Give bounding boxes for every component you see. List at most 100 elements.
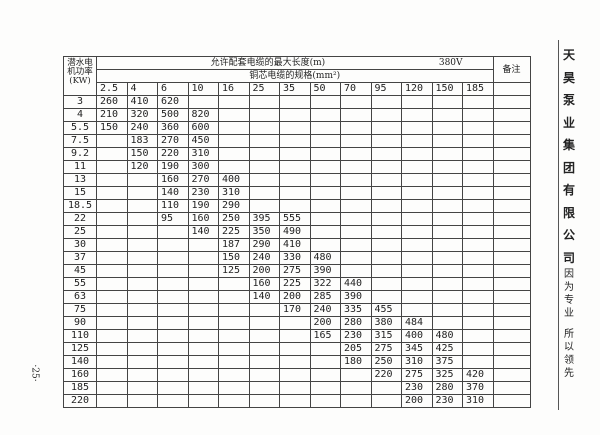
length-cell: 360 bbox=[157, 121, 189, 135]
kw-cell: 37 bbox=[63, 251, 97, 265]
length-cell bbox=[462, 316, 494, 330]
size-header: 4 bbox=[126, 82, 158, 96]
length-cell: 200 bbox=[248, 264, 280, 278]
length-cell bbox=[96, 368, 128, 382]
length-cell bbox=[126, 264, 158, 278]
length-cell bbox=[218, 290, 250, 304]
length-cell bbox=[309, 381, 341, 395]
length-cell bbox=[187, 316, 219, 330]
length-cell bbox=[248, 199, 280, 213]
table-row: 185 230 280 370 bbox=[63, 381, 531, 395]
length-cell bbox=[187, 251, 219, 265]
length-cell bbox=[462, 199, 494, 213]
length-cell bbox=[309, 160, 341, 174]
length-cell bbox=[462, 342, 494, 356]
length-cell bbox=[279, 394, 311, 408]
kw-cell: 13 bbox=[63, 173, 97, 187]
side-divider bbox=[558, 40, 559, 410]
length-cell: 110 bbox=[157, 199, 189, 213]
remarks-cell bbox=[492, 173, 531, 187]
length-cell: 140 bbox=[187, 225, 219, 239]
length-cell bbox=[187, 355, 219, 369]
length-cell bbox=[431, 108, 463, 122]
length-cell: 150 bbox=[96, 121, 128, 135]
length-cell bbox=[248, 355, 280, 369]
table-row: 45 125 200 275 390 bbox=[63, 264, 531, 278]
remarks-cell bbox=[492, 251, 531, 265]
size-header: 25 bbox=[248, 82, 280, 96]
kw-cell: 22 bbox=[63, 212, 97, 226]
length-cell bbox=[96, 277, 128, 291]
length-cell bbox=[96, 355, 128, 369]
length-cell: 240 bbox=[126, 121, 158, 135]
kw-cell: 9.2 bbox=[63, 147, 97, 161]
remarks-cell bbox=[492, 277, 531, 291]
length-cell bbox=[309, 355, 341, 369]
length-cell bbox=[401, 303, 433, 317]
table-row: 30 187 290 410 bbox=[63, 238, 531, 252]
length-cell bbox=[401, 160, 433, 174]
length-cell bbox=[431, 316, 463, 330]
length-cell bbox=[340, 147, 372, 161]
length-cell bbox=[157, 355, 189, 369]
length-cell bbox=[96, 147, 128, 161]
length-cell: 140 bbox=[248, 290, 280, 304]
length-cell: 260 bbox=[96, 95, 128, 109]
length-cell bbox=[279, 134, 311, 148]
kw-cell: 55 bbox=[63, 277, 97, 291]
length-cell bbox=[157, 225, 189, 239]
kw-cell: 4 bbox=[63, 108, 97, 122]
length-cell bbox=[370, 225, 402, 239]
length-cell bbox=[126, 173, 158, 187]
length-cell bbox=[126, 355, 158, 369]
length-cell bbox=[462, 329, 494, 343]
length-cell bbox=[370, 212, 402, 226]
kw-cell: 185 bbox=[63, 381, 97, 395]
table-row: 22 95 160 250 395 555 bbox=[63, 212, 531, 226]
length-cell bbox=[431, 290, 463, 304]
remarks-cell bbox=[492, 394, 531, 408]
length-cell bbox=[279, 186, 311, 200]
remarks-cell bbox=[492, 160, 531, 174]
size-header: 120 bbox=[401, 82, 433, 96]
length-cell bbox=[431, 303, 463, 317]
length-cell bbox=[279, 368, 311, 382]
length-cell bbox=[401, 225, 433, 239]
length-cell bbox=[370, 121, 402, 135]
kw-cell: 160 bbox=[63, 368, 97, 382]
length-cell bbox=[96, 329, 128, 343]
length-cell bbox=[370, 173, 402, 187]
length-cell bbox=[218, 160, 250, 174]
length-cell bbox=[96, 290, 128, 304]
length-cell bbox=[248, 121, 280, 135]
length-cell bbox=[248, 329, 280, 343]
length-cell bbox=[187, 368, 219, 382]
length-cell: 420 bbox=[462, 368, 494, 382]
length-cell bbox=[309, 173, 341, 187]
length-cell bbox=[157, 277, 189, 291]
length-cell bbox=[187, 342, 219, 356]
size-header: 150 bbox=[431, 82, 463, 96]
length-cell bbox=[340, 264, 372, 278]
length-cell: 225 bbox=[279, 277, 311, 291]
length-cell bbox=[370, 290, 402, 304]
length-cell bbox=[401, 173, 433, 187]
length-cell bbox=[370, 381, 402, 395]
length-cell bbox=[279, 108, 311, 122]
length-cell bbox=[248, 368, 280, 382]
length-cell: 480 bbox=[309, 251, 341, 265]
length-cell bbox=[340, 186, 372, 200]
length-cell bbox=[126, 186, 158, 200]
kw-cell: 15 bbox=[63, 186, 97, 200]
length-cell: 380 bbox=[370, 316, 402, 330]
length-cell: 165 bbox=[309, 329, 341, 343]
length-cell bbox=[218, 316, 250, 330]
length-cell bbox=[187, 303, 219, 317]
length-cell bbox=[401, 108, 433, 122]
length-cell bbox=[340, 199, 372, 213]
length-cell bbox=[157, 303, 189, 317]
table-row: 5.5 150 240 360 600 bbox=[63, 121, 531, 135]
length-cell bbox=[279, 95, 311, 109]
length-cell bbox=[401, 186, 433, 200]
length-cell bbox=[431, 225, 463, 239]
